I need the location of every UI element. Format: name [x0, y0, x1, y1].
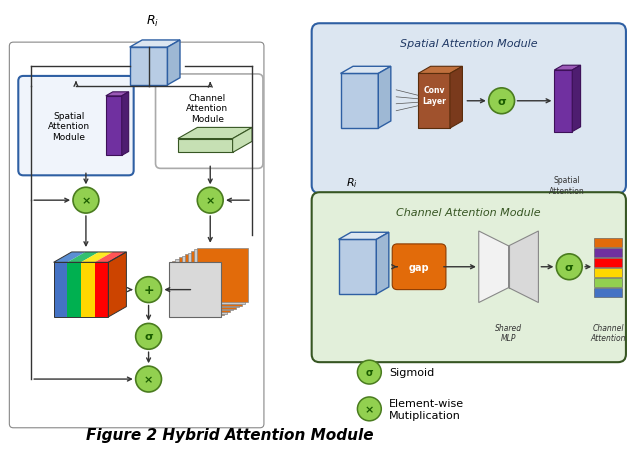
FancyBboxPatch shape	[392, 244, 446, 290]
Polygon shape	[554, 71, 572, 132]
Polygon shape	[450, 67, 463, 129]
Circle shape	[136, 324, 162, 349]
Text: +: +	[143, 283, 154, 297]
Polygon shape	[233, 128, 252, 153]
Polygon shape	[191, 251, 242, 306]
Circle shape	[489, 89, 514, 115]
Polygon shape	[341, 67, 391, 74]
Polygon shape	[178, 258, 230, 313]
Polygon shape	[594, 268, 622, 277]
Polygon shape	[169, 263, 221, 317]
Polygon shape	[479, 232, 509, 303]
FancyBboxPatch shape	[155, 75, 263, 169]
Polygon shape	[176, 259, 228, 314]
Polygon shape	[594, 278, 622, 287]
Text: σ: σ	[565, 262, 574, 272]
Polygon shape	[339, 233, 389, 240]
Text: σ: σ	[365, 367, 373, 377]
Text: Figure 2 Hybrid Attention Module: Figure 2 Hybrid Attention Module	[87, 427, 374, 442]
Polygon shape	[193, 250, 245, 304]
Polygon shape	[554, 66, 581, 71]
Circle shape	[358, 397, 381, 421]
Circle shape	[556, 254, 582, 280]
Polygon shape	[594, 258, 622, 267]
Polygon shape	[95, 263, 108, 317]
Polygon shape	[54, 253, 85, 263]
Circle shape	[136, 277, 162, 303]
Polygon shape	[376, 233, 389, 294]
Text: Spatial Attention Module: Spatial Attention Module	[400, 39, 538, 49]
Polygon shape	[95, 253, 126, 263]
FancyBboxPatch shape	[312, 193, 626, 362]
Text: ×: ×	[205, 196, 215, 206]
Polygon shape	[173, 261, 224, 316]
Polygon shape	[181, 256, 233, 311]
Polygon shape	[594, 238, 622, 248]
Text: $R_i$: $R_i$	[346, 176, 357, 190]
Polygon shape	[594, 288, 622, 297]
Polygon shape	[67, 263, 81, 317]
Polygon shape	[54, 263, 67, 317]
Polygon shape	[418, 74, 450, 129]
Polygon shape	[197, 248, 248, 303]
Polygon shape	[339, 240, 376, 294]
Polygon shape	[341, 74, 379, 129]
Text: Spatial
Attention: Spatial Attention	[549, 176, 585, 195]
Polygon shape	[81, 253, 112, 263]
Polygon shape	[178, 139, 233, 153]
Text: ×: ×	[365, 404, 374, 414]
Text: Sigmoid: Sigmoid	[389, 367, 434, 377]
Text: Element-wise
Mutiplication: Element-wise Mutiplication	[389, 398, 465, 420]
Circle shape	[358, 360, 381, 384]
Polygon shape	[188, 253, 240, 308]
Polygon shape	[594, 248, 622, 257]
Polygon shape	[81, 263, 95, 317]
Polygon shape	[379, 67, 391, 129]
FancyBboxPatch shape	[312, 24, 626, 194]
FancyBboxPatch shape	[18, 77, 133, 176]
Circle shape	[136, 366, 162, 392]
Text: Spatial
Attention
Module: Spatial Attention Module	[48, 111, 90, 141]
Text: $R_i$: $R_i$	[146, 14, 159, 29]
Text: σ: σ	[144, 332, 153, 342]
Circle shape	[197, 188, 223, 213]
Polygon shape	[509, 232, 538, 303]
Text: Conv
Layer: Conv Layer	[422, 86, 446, 105]
Polygon shape	[122, 93, 129, 156]
Circle shape	[73, 188, 99, 213]
Polygon shape	[167, 41, 180, 86]
Text: Channel
Attention: Channel Attention	[590, 323, 626, 343]
Polygon shape	[418, 67, 463, 74]
Text: Shared
MLP: Shared MLP	[495, 323, 522, 343]
Text: σ: σ	[497, 96, 506, 106]
Text: Channel Attention Module: Channel Attention Module	[396, 207, 541, 217]
Polygon shape	[178, 128, 252, 139]
Polygon shape	[130, 48, 167, 86]
Polygon shape	[108, 253, 126, 317]
Polygon shape	[572, 66, 581, 132]
Text: ×: ×	[144, 374, 154, 384]
Polygon shape	[130, 41, 180, 48]
Polygon shape	[185, 255, 236, 309]
Text: gap: gap	[409, 262, 429, 272]
Text: Channel
Attention
Module: Channel Attention Module	[186, 94, 228, 123]
Polygon shape	[67, 253, 99, 263]
Polygon shape	[106, 93, 129, 96]
Polygon shape	[106, 96, 122, 156]
Text: ×: ×	[82, 196, 90, 206]
